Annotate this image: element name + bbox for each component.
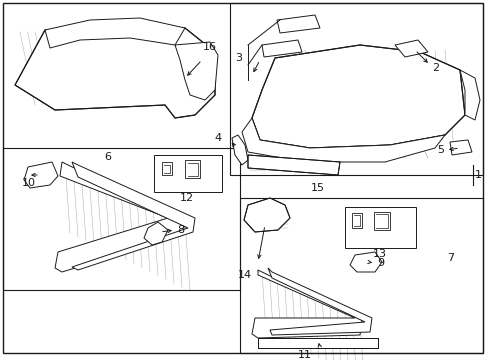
Polygon shape xyxy=(72,162,195,270)
Polygon shape xyxy=(258,338,377,348)
Polygon shape xyxy=(459,70,479,120)
Polygon shape xyxy=(244,198,289,232)
Polygon shape xyxy=(55,162,184,272)
Text: 4: 4 xyxy=(214,133,222,143)
Polygon shape xyxy=(175,42,218,100)
Polygon shape xyxy=(349,252,381,272)
Polygon shape xyxy=(267,268,371,335)
Text: 3: 3 xyxy=(235,53,242,63)
Bar xyxy=(345,207,415,248)
Bar xyxy=(154,155,222,192)
Bar xyxy=(240,198,482,353)
Polygon shape xyxy=(351,213,361,228)
Polygon shape xyxy=(24,162,58,188)
Polygon shape xyxy=(394,40,427,57)
Polygon shape xyxy=(45,18,184,48)
Bar xyxy=(3,148,240,290)
Text: 12: 12 xyxy=(180,193,194,203)
Text: 1: 1 xyxy=(474,170,481,180)
Polygon shape xyxy=(251,45,464,148)
Text: 11: 11 xyxy=(297,350,311,360)
Polygon shape xyxy=(449,140,471,155)
Polygon shape xyxy=(162,162,172,175)
Text: 2: 2 xyxy=(431,63,438,73)
Polygon shape xyxy=(276,15,319,33)
Text: 14: 14 xyxy=(238,270,251,280)
Text: 16: 16 xyxy=(203,42,217,52)
Text: 5: 5 xyxy=(436,145,443,155)
Polygon shape xyxy=(262,40,302,57)
Polygon shape xyxy=(373,212,389,230)
Polygon shape xyxy=(143,222,168,245)
Text: 13: 13 xyxy=(372,249,386,259)
Text: 9: 9 xyxy=(376,258,384,268)
Polygon shape xyxy=(251,270,361,338)
Polygon shape xyxy=(242,118,444,162)
Polygon shape xyxy=(231,135,247,165)
Text: 8: 8 xyxy=(177,225,184,235)
Text: 15: 15 xyxy=(310,183,325,193)
Text: 7: 7 xyxy=(446,253,453,263)
Polygon shape xyxy=(184,160,200,178)
Polygon shape xyxy=(15,28,215,118)
Text: 6: 6 xyxy=(104,152,111,162)
Bar xyxy=(229,3,482,175)
Text: 10: 10 xyxy=(22,178,36,188)
Polygon shape xyxy=(247,155,339,175)
